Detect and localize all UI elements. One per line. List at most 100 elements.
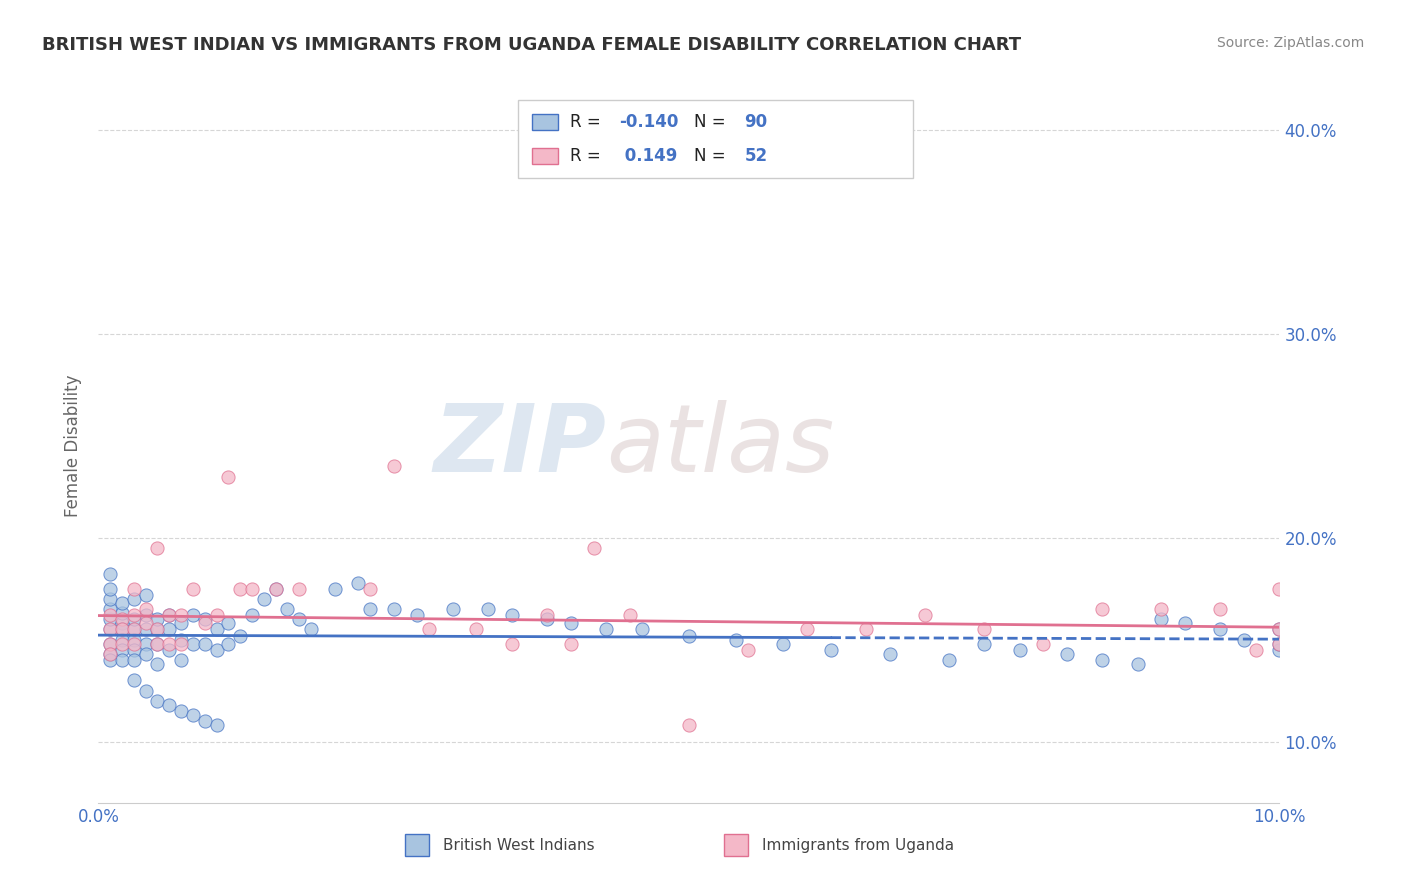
Point xyxy=(98,608,121,623)
Point xyxy=(146,541,169,555)
Point xyxy=(938,653,960,667)
Point xyxy=(288,612,311,626)
Point xyxy=(1233,632,1256,647)
Point xyxy=(157,643,180,657)
Point xyxy=(170,704,193,718)
Point xyxy=(737,643,759,657)
Point xyxy=(111,623,134,637)
Point xyxy=(477,602,499,616)
Point xyxy=(855,623,877,637)
Point xyxy=(229,582,252,596)
Point xyxy=(772,637,794,651)
Point xyxy=(418,623,440,637)
Point xyxy=(135,647,157,661)
FancyBboxPatch shape xyxy=(531,114,558,130)
Point xyxy=(678,718,700,732)
Point xyxy=(1174,616,1197,631)
Point xyxy=(1056,647,1078,661)
Point xyxy=(1268,582,1291,596)
Point xyxy=(122,632,145,647)
Text: 0.149: 0.149 xyxy=(619,147,678,165)
Point xyxy=(465,623,488,637)
Text: atlas: atlas xyxy=(606,401,835,491)
Point xyxy=(98,612,121,626)
Point xyxy=(111,612,134,626)
Point xyxy=(135,623,157,637)
Point xyxy=(111,596,134,610)
Point xyxy=(98,623,121,637)
Point xyxy=(122,608,145,623)
Point xyxy=(122,612,145,626)
FancyBboxPatch shape xyxy=(531,148,558,164)
Point xyxy=(501,608,523,623)
Point xyxy=(382,459,405,474)
Point xyxy=(98,602,121,616)
Text: Immigrants from Uganda: Immigrants from Uganda xyxy=(762,838,955,853)
Point xyxy=(146,694,169,708)
Text: R =: R = xyxy=(569,113,606,131)
Point xyxy=(122,591,145,606)
Point xyxy=(560,616,582,631)
Point xyxy=(1268,623,1291,637)
Text: British West Indians: British West Indians xyxy=(443,838,595,853)
Point xyxy=(1032,637,1054,651)
Point xyxy=(253,591,276,606)
Point xyxy=(725,632,748,647)
Point xyxy=(98,647,121,661)
Point xyxy=(181,582,204,596)
Point xyxy=(973,623,995,637)
Point xyxy=(796,623,818,637)
Point xyxy=(146,637,169,651)
Point xyxy=(1150,612,1173,626)
FancyBboxPatch shape xyxy=(405,834,429,856)
Point xyxy=(122,643,145,657)
Text: ZIP: ZIP xyxy=(433,400,606,492)
Point xyxy=(359,582,381,596)
Point xyxy=(536,612,558,626)
FancyBboxPatch shape xyxy=(724,834,748,856)
Point xyxy=(205,623,228,637)
Point xyxy=(194,637,217,651)
Point xyxy=(560,637,582,651)
Point xyxy=(264,582,287,596)
Point xyxy=(583,541,606,555)
Point xyxy=(98,637,121,651)
Point xyxy=(170,637,193,651)
Point xyxy=(205,643,228,657)
Point xyxy=(536,608,558,623)
Point xyxy=(111,606,134,620)
Point xyxy=(146,623,169,637)
Point xyxy=(205,608,228,623)
Point xyxy=(323,582,346,596)
Point xyxy=(205,718,228,732)
Point xyxy=(194,714,217,729)
Point xyxy=(973,637,995,651)
Point xyxy=(630,623,652,637)
Y-axis label: Female Disability: Female Disability xyxy=(65,375,83,517)
Point xyxy=(217,469,239,483)
Text: R =: R = xyxy=(569,147,606,165)
Point xyxy=(146,612,169,626)
Point xyxy=(170,608,193,623)
Point xyxy=(595,623,617,637)
Text: 52: 52 xyxy=(744,147,768,165)
Point xyxy=(382,602,405,616)
Text: N =: N = xyxy=(693,147,731,165)
Point xyxy=(157,608,180,623)
Point xyxy=(240,608,263,623)
Point xyxy=(194,612,217,626)
Point xyxy=(1268,643,1291,657)
Point xyxy=(347,575,370,590)
Point xyxy=(98,591,121,606)
Point xyxy=(135,637,157,651)
Point xyxy=(98,582,121,596)
Point xyxy=(98,637,121,651)
Point xyxy=(111,637,134,651)
Text: BRITISH WEST INDIAN VS IMMIGRANTS FROM UGANDA FEMALE DISABILITY CORRELATION CHAR: BRITISH WEST INDIAN VS IMMIGRANTS FROM U… xyxy=(42,36,1021,54)
Point xyxy=(146,637,169,651)
Point xyxy=(288,582,311,596)
Point xyxy=(879,647,901,661)
Point xyxy=(276,602,298,616)
Point xyxy=(98,623,121,637)
Point xyxy=(264,582,287,596)
